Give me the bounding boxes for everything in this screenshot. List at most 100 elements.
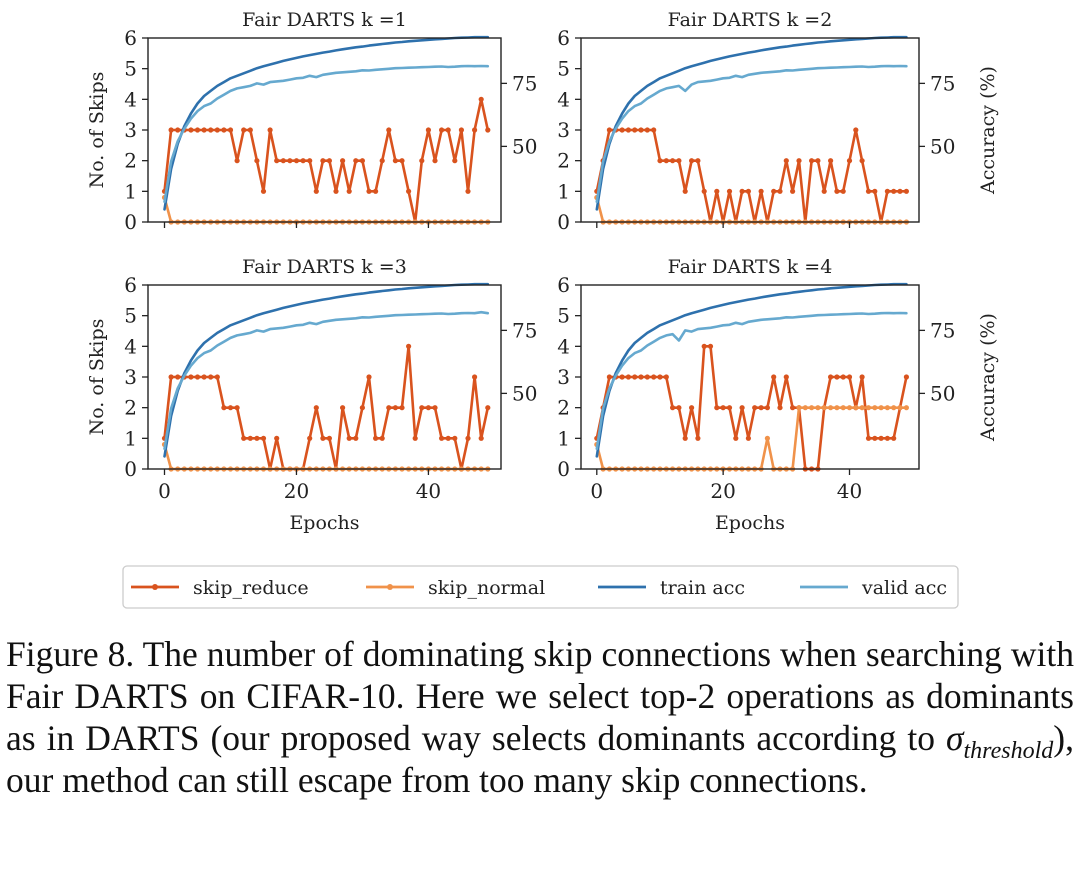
ytick-left-label-k4-2: 2 <box>557 396 570 420</box>
point-skip-reduce-k1-33 <box>379 158 385 164</box>
point-skip-reduce-k3-4 <box>188 374 194 380</box>
point-skip-normal-k4-43 <box>865 405 872 411</box>
point-skip-normal-k4-39 <box>840 405 846 411</box>
point-skip-reduce-k2-6 <box>632 127 638 133</box>
point-skip-reduce-k1-44 <box>452 158 458 164</box>
point-skip-reduce-k4-31 <box>790 405 796 411</box>
point-skip-reduce-k2-23 <box>739 188 745 194</box>
point-skip-reduce-k2-21 <box>726 188 733 194</box>
point-skip-reduce-k4-29 <box>777 405 783 411</box>
point-skip-reduce-k1-8 <box>214 127 220 133</box>
point-skip-reduce-k1-19 <box>287 158 293 164</box>
point-skip-reduce-k1-17 <box>274 158 280 164</box>
ytick-left-label-k2-1: 1 <box>557 179 570 203</box>
point-skip-reduce-k2-15 <box>689 158 695 164</box>
point-skip-reduce-k3-25 <box>326 435 332 441</box>
point-skip-reduce-k1-49 <box>485 127 491 133</box>
ytick-left-label-k4-6: 6 <box>557 273 570 297</box>
line-valid-acc-k1 <box>163 64 490 204</box>
subplot-k1: Fair DARTS k =1 0 1 2 3 4 5 6 50 75 No. of Skips <box>86 9 537 234</box>
point-skip-reduce-k1-40 <box>425 127 431 133</box>
point-skip-reduce-k2-24 <box>745 188 752 194</box>
point-skip-normal-k4-45 <box>878 405 884 411</box>
line-skip-normal-k1 <box>163 196 490 224</box>
point-skip-reduce-k4-30 <box>783 374 789 380</box>
ytick-left-label-k1-0: 0 <box>124 210 137 234</box>
point-skip-reduce-k3-8 <box>214 374 220 380</box>
point-skip-reduce-k4-25 <box>752 405 758 411</box>
point-skip-reduce-k3-13 <box>247 435 253 441</box>
line-train-acc-k1 <box>163 35 490 211</box>
point-skip-reduce-k2-35 <box>815 158 821 164</box>
subplot-k3: Fair DARTS k =3 0 1 2 3 4 5 6 50 75 0 20 40 No. of Sk… <box>86 256 537 534</box>
point-skip-reduce-k1-1 <box>168 127 174 133</box>
point-skip-reduce-k4-37 <box>828 374 834 380</box>
point-skip-reduce-k1-22 <box>307 158 313 164</box>
point-skip-reduce-k3-31 <box>366 374 372 380</box>
point-skip-reduce-k1-47 <box>472 127 478 133</box>
ytick-right-label-k2-75: 75 <box>930 71 955 95</box>
point-skip-reduce-k1-6 <box>201 127 207 133</box>
title-k1: Fair DARTS k =1 <box>242 9 407 31</box>
point-skip-reduce-k4-24 <box>745 435 752 441</box>
point-skip-reduce-k2-16 <box>695 158 701 164</box>
point-skip-reduce-k4-22 <box>733 435 739 441</box>
point-skip-reduce-k4-19 <box>714 405 720 411</box>
ytick-left-label-k1-5: 5 <box>124 57 137 81</box>
point-skip-normal-k4-46 <box>884 405 891 411</box>
point-skip-reduce-k1-7 <box>208 127 214 133</box>
point-skip-reduce-k3-38 <box>412 435 418 441</box>
point-skip-reduce-k4-26 <box>758 405 764 411</box>
ytick-right-label-k1-75: 75 <box>512 71 537 95</box>
ytick-left-label-k2-0: 0 <box>557 210 570 234</box>
point-skip-reduce-k2-34 <box>809 158 815 164</box>
point-skip-reduce-k2-4 <box>619 127 625 133</box>
point-skip-reduce-k4-6 <box>632 374 638 380</box>
point-skip-normal-k4-27 <box>764 435 771 441</box>
xtick-label-k4-20: 20 <box>710 479 735 503</box>
point-skip-reduce-k4-13 <box>676 405 682 411</box>
point-skip-reduce-k3-47 <box>472 374 478 380</box>
ytick-left-label-k4-4: 4 <box>557 334 570 358</box>
ytick-left-label-k2-3: 3 <box>557 118 570 142</box>
point-skip-reduce-k2-42 <box>859 158 865 164</box>
point-skip-reduce-k1-35 <box>392 158 398 164</box>
point-skip-normal-k4-38 <box>834 405 840 411</box>
line-train-acc-k4 <box>595 282 908 458</box>
point-skip-reduce-k2-8 <box>644 127 650 133</box>
point-skip-reduce-k2-19 <box>714 188 720 194</box>
line-skip-reduce-k3 <box>163 344 490 471</box>
point-skip-reduce-k4-42 <box>859 374 865 380</box>
point-skip-reduce-k2-39 <box>840 188 846 194</box>
point-skip-reduce-k2-44 <box>872 188 878 194</box>
point-skip-reduce-k1-18 <box>280 158 286 164</box>
point-skip-reduce-k2-32 <box>796 158 802 164</box>
point-skip-reduce-k4-14 <box>682 435 688 441</box>
legend: skip_reduce skip_normal train acc valid acc <box>122 565 959 609</box>
ylabel-right-k2: Accuracy (%) <box>977 66 999 195</box>
point-skip-reduce-k1-30 <box>359 158 365 164</box>
ytick-left-label-k4-0: 0 <box>557 457 570 481</box>
point-skip-reduce-k1-36 <box>399 158 405 164</box>
point-skip-reduce-k1-15 <box>260 188 267 194</box>
ytick-left-label-k3-3: 3 <box>124 365 137 389</box>
point-skip-reduce-k1-37 <box>406 188 412 194</box>
point-skip-reduce-k1-14 <box>254 158 260 164</box>
point-skip-reduce-k2-7 <box>638 127 644 133</box>
ytick-left-label-k4-3: 3 <box>557 365 570 389</box>
point-skip-reduce-k1-26 <box>333 188 339 194</box>
point-skip-reduce-k1-25 <box>326 158 332 164</box>
ytick-left-label-k1-6: 6 <box>124 26 137 50</box>
point-skip-reduce-k2-38 <box>834 188 840 194</box>
line-train-acc-k2 <box>595 35 908 211</box>
caption-lead: Figure 8. The number of dominating skip … <box>6 634 1074 758</box>
point-skip-reduce-k3-9 <box>221 405 227 411</box>
point-skip-reduce-k2-43 <box>865 188 872 194</box>
point-skip-reduce-k2-47 <box>891 188 897 194</box>
line-skip-reduce-k1 <box>163 98 490 224</box>
point-skip-reduce-k3-34 <box>386 405 392 411</box>
point-skip-reduce-k1-11 <box>234 158 240 164</box>
ytick-right-label-k4-50: 50 <box>930 381 955 405</box>
point-skip-reduce-k4-17 <box>701 343 707 349</box>
